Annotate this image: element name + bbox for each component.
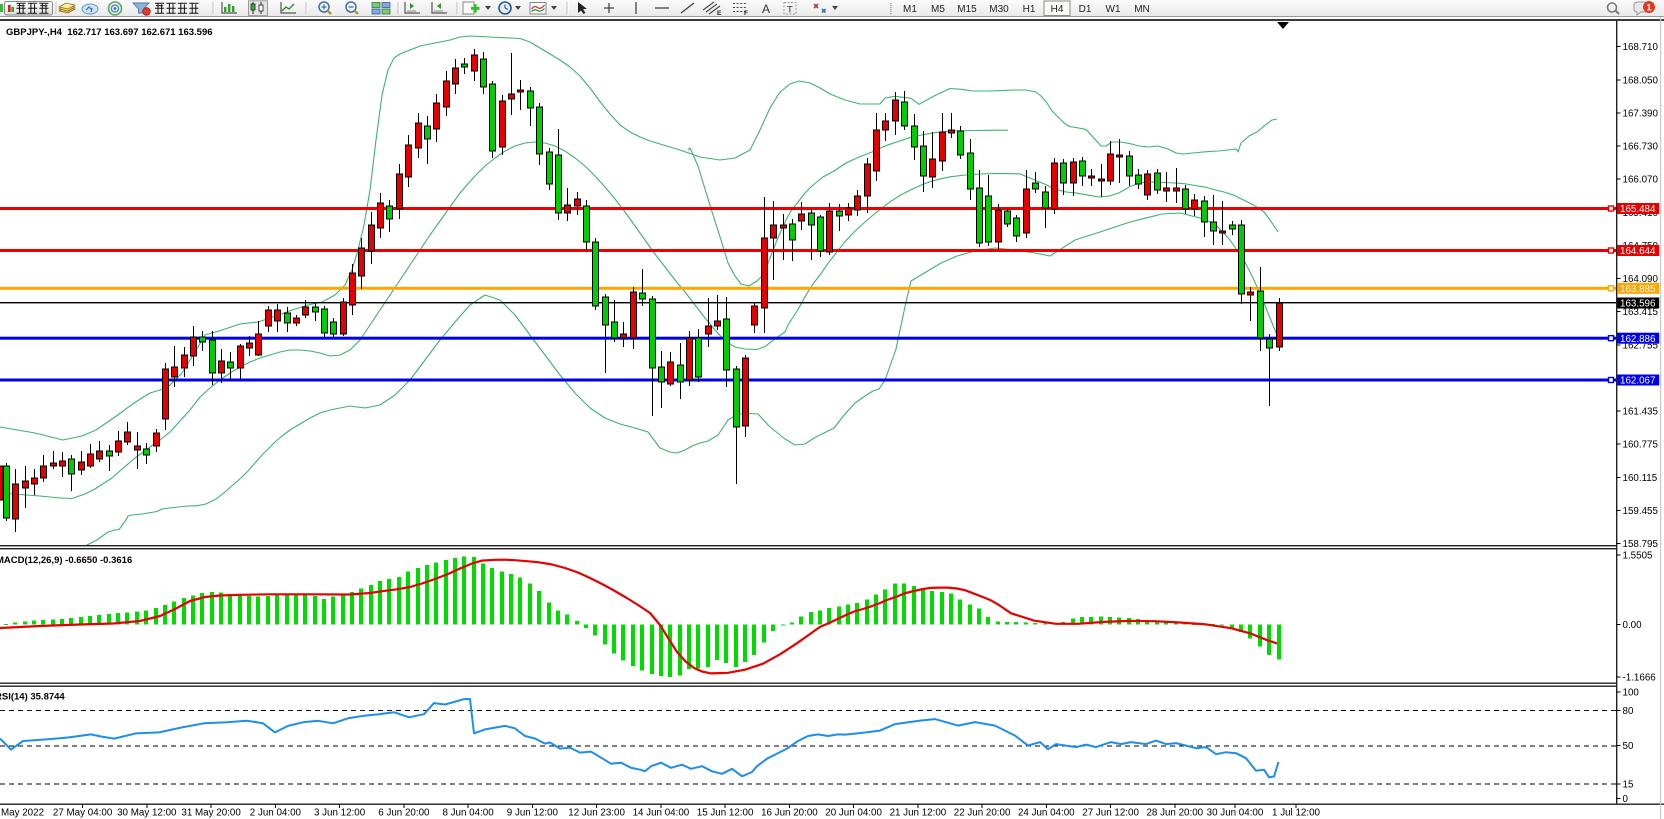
svg-text:166.730: 166.730 <box>1623 142 1659 153</box>
svg-text:163.596: 163.596 <box>1620 299 1656 310</box>
svg-text:50: 50 <box>1623 741 1634 752</box>
svg-text:21 Jun 12:00: 21 Jun 12:00 <box>890 808 947 819</box>
svg-text:162.886: 162.886 <box>1620 334 1656 345</box>
svg-text:8 Jun 04:00: 8 Jun 04:00 <box>442 808 494 819</box>
svg-text:1: 1 <box>1646 3 1652 14</box>
svg-text:RSI(14) 35.8744: RSI(14) 35.8744 <box>0 692 65 703</box>
svg-text:H4: H4 <box>1051 4 1064 15</box>
svg-text:F: F <box>744 10 748 17</box>
svg-text:H1: H1 <box>1023 4 1036 15</box>
svg-text:W1: W1 <box>1106 4 1121 15</box>
svg-text:12 Jun 23:00: 12 Jun 23:00 <box>568 808 625 819</box>
svg-text:3 Jun 12:00: 3 Jun 12:00 <box>314 808 366 819</box>
svg-text:161.435: 161.435 <box>1623 407 1659 418</box>
svg-text:M30: M30 <box>989 4 1009 15</box>
svg-text:16 Jun 20:00: 16 Jun 20:00 <box>761 808 818 819</box>
svg-text:1 Jul 12:00: 1 Jul 12:00 <box>1272 808 1320 819</box>
svg-text:15: 15 <box>1623 780 1634 791</box>
svg-text:22 Jun 20:00: 22 Jun 20:00 <box>954 808 1011 819</box>
svg-text:M1: M1 <box>903 4 917 15</box>
svg-text:27 Jun 12:00: 27 Jun 12:00 <box>1082 808 1139 819</box>
svg-text:31 May 20:00: 31 May 20:00 <box>181 808 241 819</box>
svg-text:160.115: 160.115 <box>1623 473 1658 484</box>
svg-text:164.090: 164.090 <box>1623 274 1659 285</box>
svg-text:27 May 04:00: 27 May 04:00 <box>53 808 113 819</box>
svg-text:0: 0 <box>1623 794 1629 805</box>
svg-text:159.455: 159.455 <box>1623 506 1659 517</box>
svg-text:GBPJPY-,H4 162.717 163.697 16: GBPJPY-,H4 162.717 163.697 162.671 163.5… <box>6 27 213 38</box>
svg-text:M5: M5 <box>931 4 945 15</box>
svg-text:30 May 12:00: 30 May 12:00 <box>117 808 177 819</box>
svg-text:20 Jun 04:00: 20 Jun 04:00 <box>825 808 882 819</box>
svg-text:15 Jun 12:00: 15 Jun 12:00 <box>697 808 754 819</box>
svg-text:1.5505: 1.5505 <box>1623 551 1654 562</box>
svg-text:May 2022: May 2022 <box>1 808 44 819</box>
svg-text:167.390: 167.390 <box>1623 108 1659 119</box>
svg-text:M15: M15 <box>957 4 977 15</box>
svg-text:6 Jun 20:00: 6 Jun 20:00 <box>378 808 430 819</box>
svg-text:MN: MN <box>1134 4 1150 15</box>
svg-text:9 Jun 12:00: 9 Jun 12:00 <box>507 808 559 819</box>
svg-text:158.795: 158.795 <box>1623 539 1659 550</box>
svg-text:D1: D1 <box>1079 4 1092 15</box>
svg-text:162.755: 162.755 <box>1623 340 1659 351</box>
svg-text:100: 100 <box>1623 688 1640 699</box>
svg-text:24 Jun 04:00: 24 Jun 04:00 <box>1018 808 1075 819</box>
svg-text:A: A <box>762 2 770 16</box>
svg-text:160.775: 160.775 <box>1623 440 1659 451</box>
svg-text:168.710: 168.710 <box>1623 42 1659 53</box>
svg-text:E: E <box>717 10 722 17</box>
svg-text:-1.1666: -1.1666 <box>1623 673 1657 684</box>
svg-text:163.885: 163.885 <box>1620 284 1656 295</box>
svg-text:14 Jun 04:00: 14 Jun 04:00 <box>633 808 690 819</box>
svg-text:T: T <box>787 5 793 16</box>
svg-text:30 Jun 04:00: 30 Jun 04:00 <box>1207 808 1264 819</box>
svg-text:2 Jun 04:00: 2 Jun 04:00 <box>250 808 302 819</box>
svg-text:MACD(12,26,9) -0.6650 -0.3616: MACD(12,26,9) -0.6650 -0.3616 <box>0 555 132 566</box>
svg-text:164.644: 164.644 <box>1620 246 1656 257</box>
svg-text:0.00: 0.00 <box>1623 620 1643 631</box>
svg-text:165.484: 165.484 <box>1620 204 1656 215</box>
svg-text:162.067: 162.067 <box>1620 376 1655 387</box>
svg-text:80: 80 <box>1623 706 1634 717</box>
svg-text:168.050: 168.050 <box>1623 75 1659 86</box>
svg-text:166.070: 166.070 <box>1623 175 1659 186</box>
svg-text:28 Jun 20:00: 28 Jun 20:00 <box>1146 808 1203 819</box>
svg-text:163.415: 163.415 <box>1623 307 1659 318</box>
